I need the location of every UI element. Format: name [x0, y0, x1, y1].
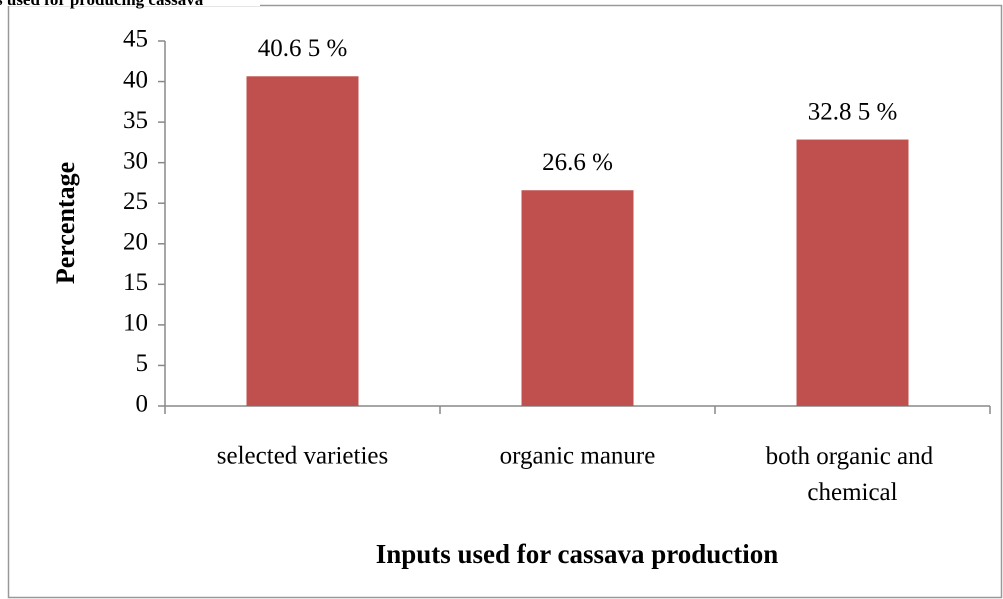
- chart-title: s used for producing cassava: [0, 0, 204, 9]
- y-tick-label: 10: [123, 310, 148, 337]
- y-tick-label: 30: [123, 147, 148, 174]
- x-tick-label: selected varieties: [217, 443, 388, 470]
- x-tick-label: organic manure: [500, 443, 656, 470]
- y-tick-label: 20: [123, 229, 148, 256]
- y-axis-label: Percentage: [51, 162, 80, 284]
- y-tick-label: 5: [136, 350, 149, 377]
- y-tick-label: 35: [123, 107, 148, 134]
- y-tick-label: 45: [123, 26, 148, 53]
- data-label: 26.6 %: [542, 149, 613, 176]
- y-tick-label: 40: [123, 66, 148, 93]
- title-backdrop: [0, 0, 260, 6]
- chart-frame: [7, 4, 1003, 599]
- data-label: 40.6 5 %: [258, 35, 348, 62]
- bar: [796, 139, 909, 407]
- bar: [521, 190, 634, 406]
- x-tick-label: both organic and chemical: [766, 443, 940, 506]
- bar: [246, 76, 359, 407]
- data-label: 32.8 5 %: [808, 98, 898, 125]
- y-tick-label: 15: [123, 269, 148, 296]
- x-axis-label: Inputs used for cassava production: [376, 539, 779, 569]
- y-tick-label: 25: [123, 188, 148, 215]
- y-tick-label: 0: [136, 391, 149, 418]
